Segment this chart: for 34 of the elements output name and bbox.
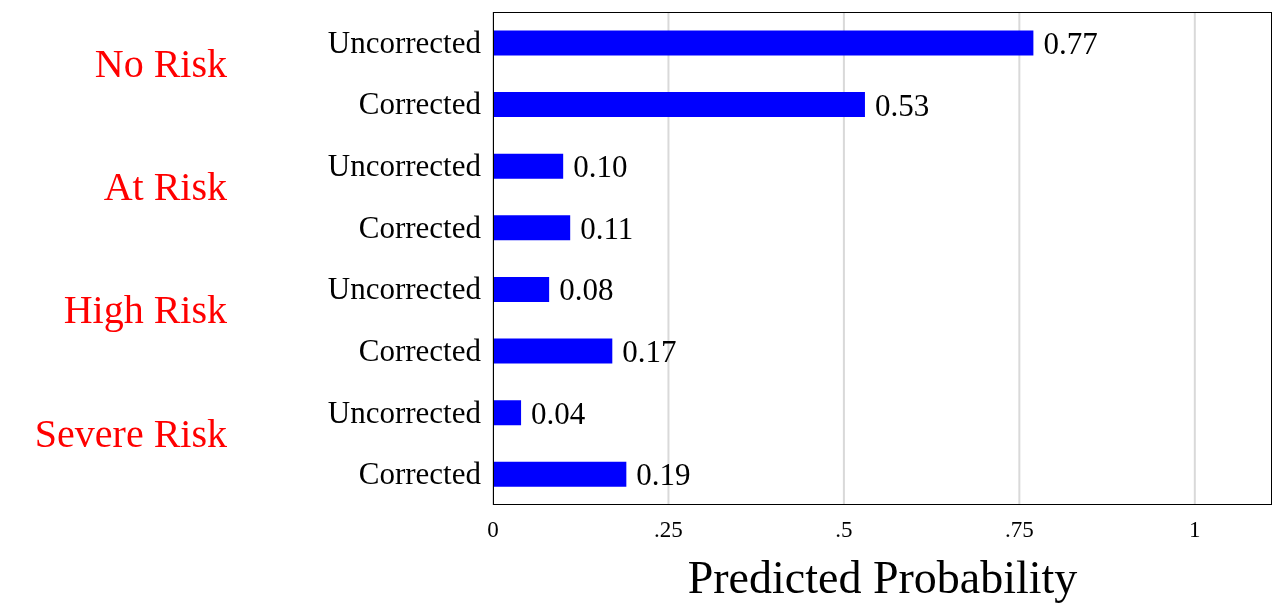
y-tick-label: Uncorrected bbox=[327, 394, 482, 430]
y-tick-label: Corrected bbox=[358, 456, 482, 492]
bar bbox=[493, 400, 522, 426]
y-tick-label: Uncorrected bbox=[327, 24, 482, 60]
data-label: 0.04 bbox=[531, 395, 586, 431]
bar bbox=[493, 30, 1034, 56]
y-tick-label: Corrected bbox=[358, 332, 482, 368]
y-tick-label: Uncorrected bbox=[327, 271, 482, 307]
bar bbox=[493, 153, 564, 179]
y-tick-label: Uncorrected bbox=[327, 148, 482, 184]
bar bbox=[493, 338, 613, 364]
bar bbox=[493, 215, 571, 241]
data-label: 0.08 bbox=[559, 272, 614, 308]
text: Severe Risk bbox=[34, 410, 227, 456]
data-label: 0.77 bbox=[1043, 25, 1098, 61]
data-label: 0.10 bbox=[573, 149, 628, 185]
x-tick-label: .25 bbox=[654, 517, 683, 543]
x-tick-label: .75 bbox=[1004, 517, 1034, 543]
data-label: 0.53 bbox=[874, 87, 930, 123]
bar bbox=[493, 276, 550, 302]
text: At Risk bbox=[103, 164, 227, 210]
x-axis-title: Predicted Probability bbox=[687, 552, 1078, 603]
x-tick-label: .5 bbox=[835, 517, 853, 543]
bar bbox=[493, 461, 627, 487]
x-tick-label: 1 bbox=[1189, 517, 1201, 543]
text: High Risk bbox=[63, 287, 227, 333]
bar bbox=[493, 92, 865, 118]
data-label: 0.17 bbox=[622, 334, 677, 370]
data-label: 0.11 bbox=[580, 210, 634, 246]
y-tick-label: Corrected bbox=[358, 86, 482, 122]
text: No Risk bbox=[94, 40, 227, 86]
x-tick-label: 0 bbox=[487, 517, 499, 543]
data-label: 0.19 bbox=[636, 457, 691, 493]
y-tick-label: Corrected bbox=[358, 209, 482, 245]
